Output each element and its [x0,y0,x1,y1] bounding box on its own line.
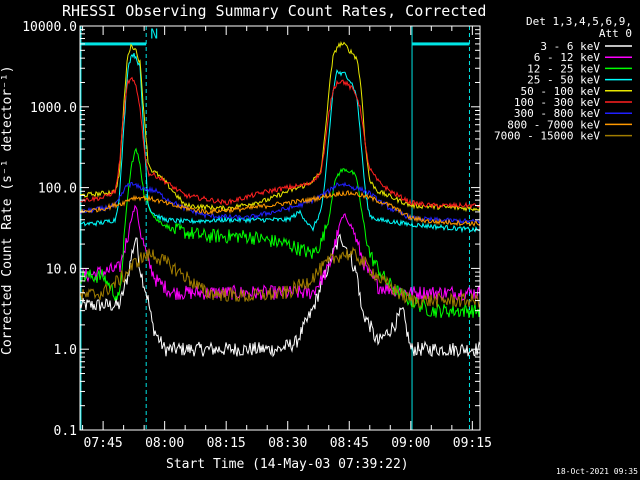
legend-header: Att 0 [599,27,632,40]
y-tick-label: 10.0 [46,262,77,277]
x-tick-label: 08:15 [207,436,246,451]
legend-label: 12 - 25 keV [527,62,600,75]
generated-timestamp: 18-Oct-2021 09:35 [556,467,638,476]
series-line-7 [80,190,480,227]
legend-label: 800 - 7000 keV [507,118,600,131]
y-tick-label: 1000.0 [30,101,77,116]
y-axis-label: Corrected Count Rate (s⁻¹ detector⁻¹) [0,65,15,355]
legend-label: 25 - 50 keV [527,74,600,87]
chart-title: RHESSI Observing Summary Count Rates, Co… [62,2,486,20]
series-line-5 [80,76,480,210]
night-bar-1 [412,42,470,46]
x-tick-label: 08:45 [330,436,369,451]
x-axis-label: Start Time (14-May-03 07:39:22) [166,457,409,472]
y-tick-label: 10000.0 [22,20,77,35]
series-line-8 [80,246,480,308]
legend-label: 100 - 300 keV [514,96,600,109]
series-line-3 [80,52,480,234]
night-bar-0 [80,42,147,46]
legend-label: 300 - 800 keV [514,107,600,120]
series-line-0 [80,233,480,358]
legend-label: 6 - 12 keV [534,51,601,64]
x-tick-label: 09:00 [391,436,430,451]
plot-area [80,26,480,430]
x-tick-label: 08:00 [145,436,184,451]
series-line-4 [80,41,480,213]
legend-header: Det 1,3,4,5,6,9, [526,15,632,28]
plot-frame [79,25,481,431]
x-tick-label: 09:15 [453,436,492,451]
legend-label: 50 - 100 keV [521,85,601,98]
y-tick-label: 100.0 [38,182,77,197]
night-annotation: N [150,28,158,43]
legend-label: 3 - 6 keV [540,40,600,53]
axes: 0.1 1.0 10.0 100.0 1000.0 10000.0 07:45 08:00 08… [22,20,492,451]
x-tick-label: 08:30 [268,436,307,451]
y-tick-label: 1.0 [54,343,77,358]
legend-label: 7000 - 15000 keV [494,130,600,143]
y-tick-label: 0.1 [54,424,77,439]
x-tick-label: 07:45 [84,436,123,451]
